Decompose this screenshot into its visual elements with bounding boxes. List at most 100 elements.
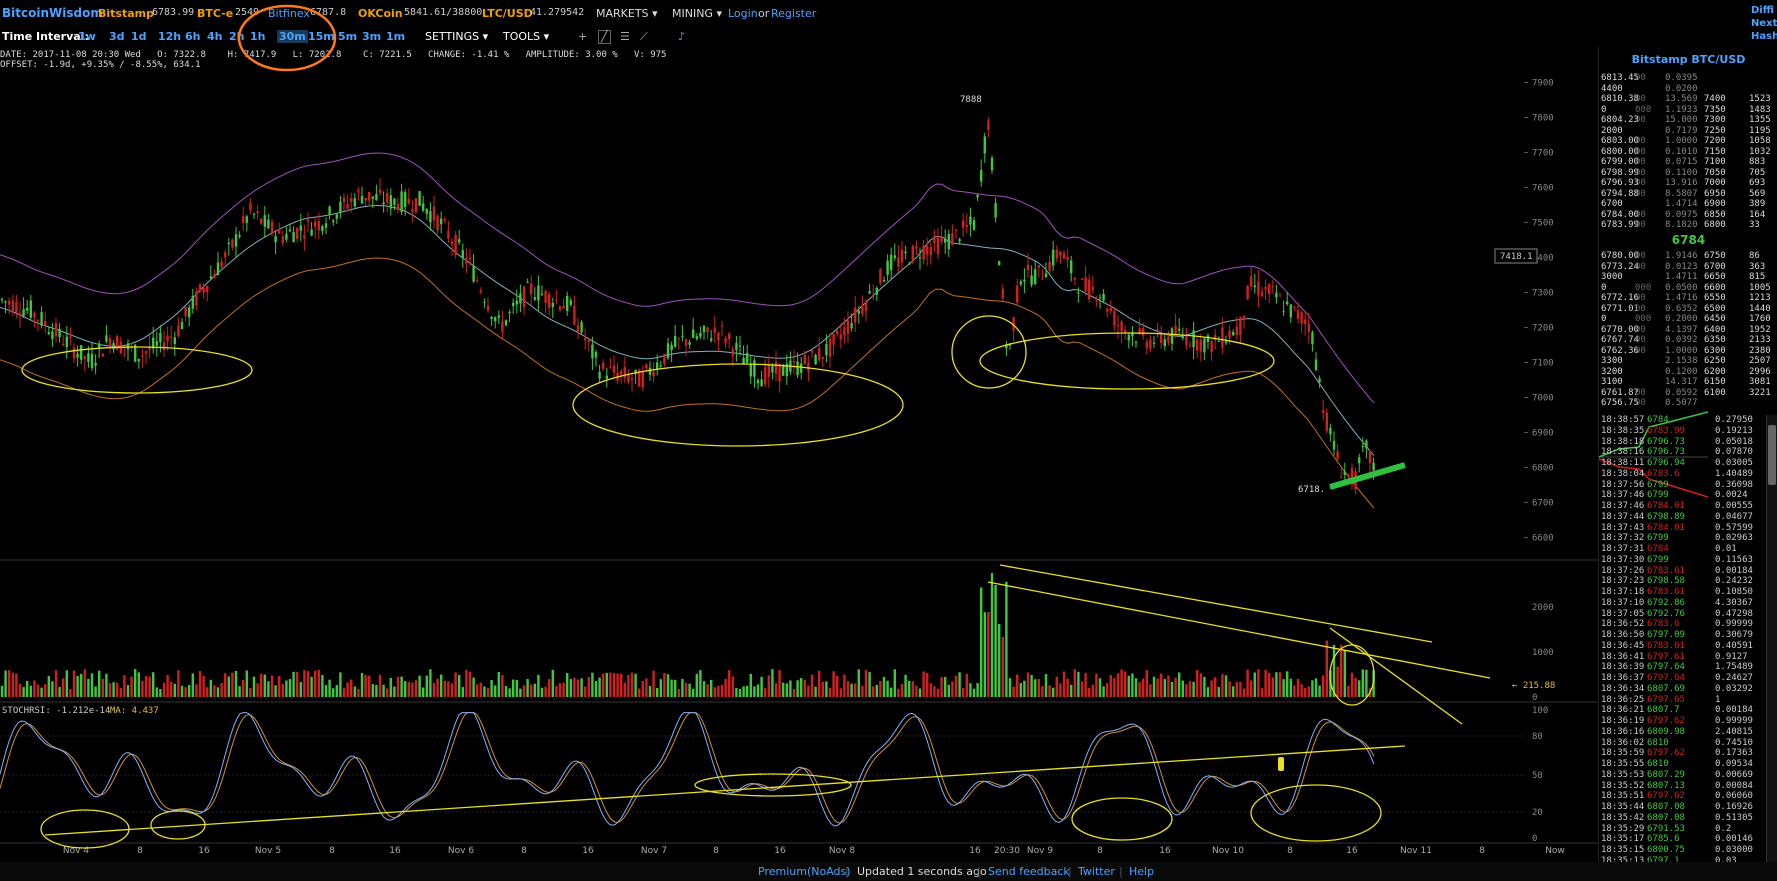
- interval-1d[interactable]: 1d: [131, 30, 147, 43]
- exchange-bitstamp[interactable]: Bitstamp: [98, 7, 154, 20]
- volume-bar: [33, 680, 36, 697]
- markets-menu[interactable]: MARKETS ▾: [596, 7, 658, 20]
- price-chart[interactable]: 7900 7800 7700 7600 7500 7400 7300 7200 7100 7000…: [0, 0, 1598, 862]
- bid-cell: 6300: [1704, 345, 1726, 356]
- interval-5m[interactable]: 5m: [338, 30, 358, 43]
- bid-cell: 0.0592: [1665, 387, 1698, 398]
- trade-cell: 18:37:56: [1601, 479, 1645, 490]
- trade-cell: 18:35:59: [1601, 748, 1645, 759]
- volume-bar: [472, 677, 475, 697]
- trade-scrollbar[interactable]: [1766, 415, 1777, 867]
- login-link[interactable]: Login: [728, 7, 758, 20]
- help-link[interactable]: Help: [1129, 865, 1155, 878]
- bid-row: 6773.24 00 0.0123 6700 363: [1599, 262, 1777, 273]
- interval-3m[interactable]: 3m: [362, 30, 382, 43]
- exchange-okcoin[interactable]: OKCoin: [358, 7, 403, 20]
- volume-bar: [796, 680, 799, 697]
- next-link[interactable]: Next: [1751, 18, 1777, 29]
- bid-cell: 6761.87: [1601, 387, 1639, 398]
- volume-bar: [1178, 672, 1181, 697]
- trade-cell: 6807.29: [1647, 769, 1685, 780]
- interval-15m[interactable]: 15m: [308, 30, 335, 43]
- register-link[interactable]: Register: [771, 7, 817, 20]
- trade-row: 18:35:13 6797.1 0.03: [1599, 856, 1777, 867]
- exchange-ltcusd[interactable]: LTC/USD: [482, 7, 533, 20]
- brand-logo[interactable]: BitcoinWisdom: [2, 6, 103, 20]
- trade-cell: 0.2: [1715, 823, 1732, 834]
- candle-body: [882, 280, 886, 282]
- ask-cell: 33: [1749, 220, 1760, 230]
- volume-bar: [123, 675, 126, 697]
- exchange-btce[interactable]: BTC-e: [197, 7, 234, 20]
- ask-cell: 6850: [1704, 209, 1726, 220]
- hline-tool-icon[interactable]: ☰: [620, 30, 630, 43]
- ask-row: 0 000 1.1933 7350 1483: [1599, 105, 1777, 116]
- alert-bell-icon[interactable]: ♪: [678, 30, 686, 43]
- exchange-bitfinex[interactable]: Bitfinex: [268, 7, 310, 20]
- premium-link[interactable]: Premium(NoAds): [758, 865, 851, 878]
- candle-body: [324, 223, 328, 228]
- bid-cell: 363: [1749, 261, 1766, 272]
- ask-cell: 00: [1635, 209, 1646, 220]
- candle-body: [252, 213, 256, 215]
- candle-body: [947, 234, 950, 250]
- candle-body: [94, 362, 97, 366]
- volume-bar: [857, 669, 860, 697]
- settings-menu[interactable]: SETTINGS ▾: [425, 30, 489, 43]
- mining-menu[interactable]: MINING ▾: [672, 7, 722, 20]
- candle-body: [1124, 330, 1127, 333]
- bid-cell: 000: [1635, 282, 1652, 293]
- hashrate-link[interactable]: Hash: [1751, 31, 1777, 42]
- candle-body: [785, 363, 788, 377]
- scrollbar-thumb[interactable]: [1768, 425, 1776, 485]
- annotation-ellipse: [1329, 644, 1375, 706]
- login-or-text: or: [758, 7, 770, 20]
- candle-body: [418, 191, 421, 206]
- volume-bar: [15, 673, 18, 697]
- volume-bar: [1214, 677, 1217, 697]
- candle-body: [609, 366, 612, 368]
- ask-cell: 1355: [1749, 115, 1771, 125]
- line-tool-icon[interactable]: ╱: [598, 30, 611, 44]
- interval-1m[interactable]: 1m: [386, 30, 406, 43]
- volume-bar: [436, 678, 439, 697]
- interval-30m[interactable]: 30m: [277, 30, 308, 43]
- volume-bar: [659, 679, 662, 697]
- difficulty-link[interactable]: Diffi: [1751, 5, 1774, 16]
- crosshair-icon[interactable]: +: [578, 30, 588, 43]
- trade-cell: 6796.94: [1647, 458, 1685, 468]
- interval-1w[interactable]: 1w: [78, 30, 96, 43]
- interval-6h[interactable]: 6h: [185, 30, 201, 43]
- volume-bar: [828, 687, 832, 697]
- candle-body: [584, 338, 587, 341]
- volume-bar: [1134, 678, 1138, 697]
- candle-body: [400, 191, 403, 212]
- candle-body: [512, 302, 515, 307]
- bid-cell: 6772.16: [1601, 293, 1639, 303]
- volume-bar: [209, 679, 212, 697]
- fib-tool-icon[interactable]: ⟋: [640, 30, 648, 43]
- bid-cell: 6773.24: [1601, 261, 1639, 272]
- candle-body: [1224, 341, 1228, 344]
- twitter-link[interactable]: Twitter: [1078, 865, 1115, 878]
- bid-cell: 2507: [1749, 356, 1771, 366]
- volume-bar: [1361, 669, 1364, 697]
- volume-bar: [861, 685, 864, 697]
- interval-12h[interactable]: 12h: [158, 30, 182, 43]
- trade-cell: 6783.61: [1647, 565, 1685, 576]
- interval-3d[interactable]: 3d: [109, 30, 125, 43]
- candle-body: [306, 219, 310, 222]
- trade-cell: 18:37:43: [1601, 522, 1645, 533]
- interval-4h[interactable]: 4h: [207, 30, 223, 43]
- candle-body: [101, 353, 104, 357]
- candle-body: [1293, 306, 1296, 308]
- candle-body: [983, 136, 986, 154]
- volume-bar: [994, 585, 997, 697]
- candle-body: [353, 198, 356, 207]
- tools-menu[interactable]: TOOLS ▾: [503, 30, 550, 43]
- send-feedback-link[interactable]: Send feedback: [988, 865, 1070, 878]
- candle-body: [1016, 285, 1019, 303]
- volume-bar: [760, 676, 763, 697]
- interval-1h[interactable]: 1h: [250, 30, 266, 43]
- trade-cell: 6807.7: [1647, 705, 1680, 716]
